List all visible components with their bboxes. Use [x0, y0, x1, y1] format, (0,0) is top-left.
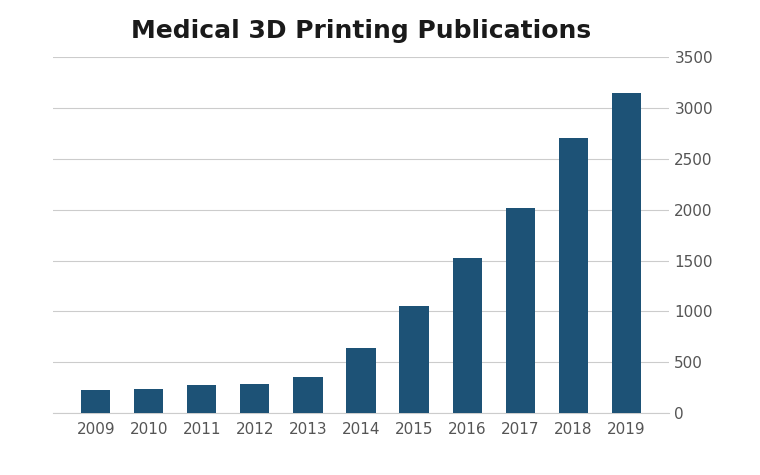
- Bar: [400, 306, 429, 413]
- Bar: [612, 93, 641, 413]
- Bar: [505, 208, 535, 413]
- Bar: [452, 257, 482, 413]
- Bar: [240, 384, 270, 413]
- Bar: [187, 385, 217, 413]
- Bar: [81, 390, 110, 413]
- Title: Medical 3D Printing Publications: Medical 3D Printing Publications: [131, 19, 591, 43]
- Bar: [293, 377, 322, 413]
- Bar: [559, 138, 587, 413]
- Bar: [347, 348, 375, 413]
- Bar: [135, 390, 163, 413]
